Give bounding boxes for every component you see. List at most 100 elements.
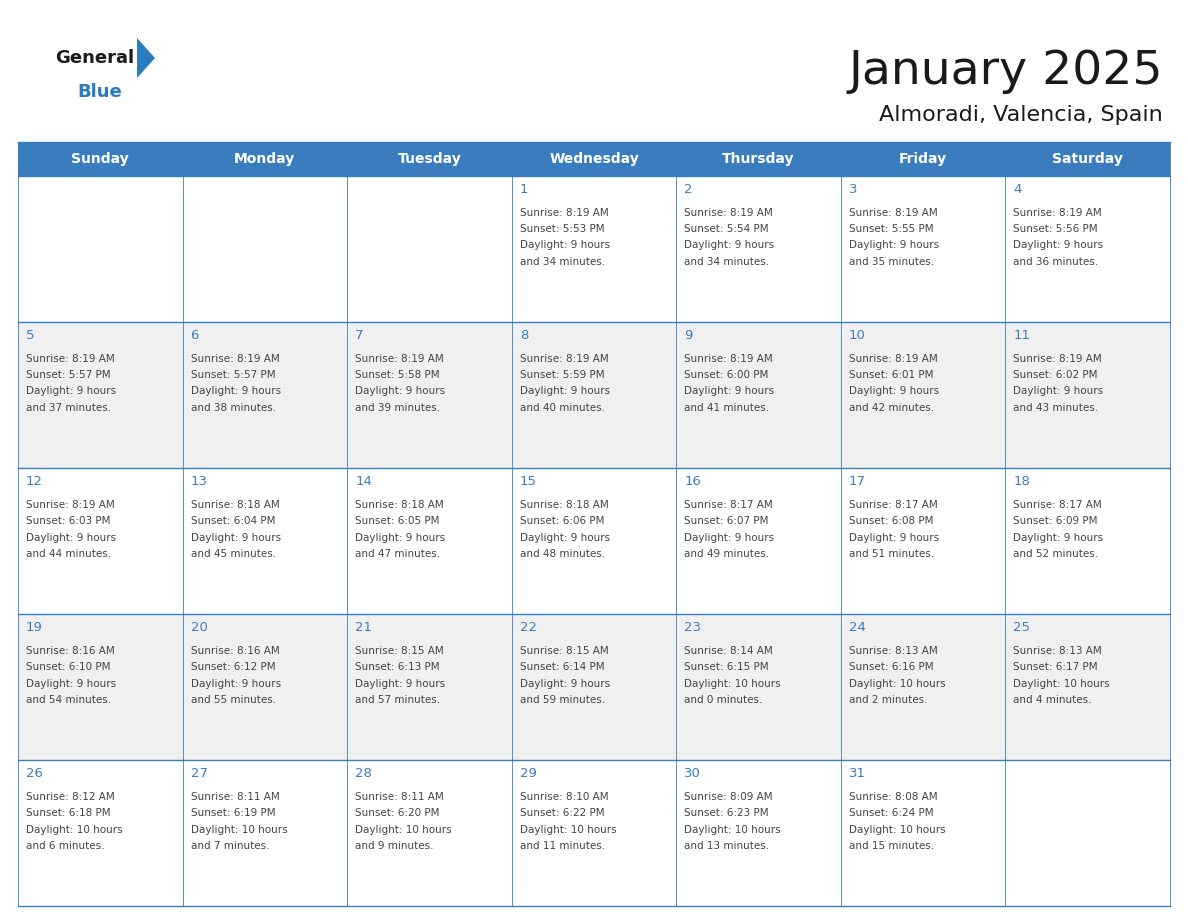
Text: 15: 15	[519, 475, 537, 488]
Text: 29: 29	[519, 767, 537, 780]
Text: Monday: Monday	[234, 152, 296, 166]
Text: Sunset: 6:08 PM: Sunset: 6:08 PM	[849, 516, 934, 526]
Text: and 45 minutes.: and 45 minutes.	[190, 549, 276, 559]
Bar	[183, 468, 347, 614]
Text: Friday: Friday	[899, 152, 947, 166]
Text: Tuesday: Tuesday	[398, 152, 461, 166]
Text: and 7 minutes.: and 7 minutes.	[190, 841, 268, 851]
Text: Sunrise: 8:17 AM: Sunrise: 8:17 AM	[1013, 499, 1102, 509]
Text: Sunrise: 8:17 AM: Sunrise: 8:17 AM	[849, 499, 937, 509]
Text: Daylight: 9 hours: Daylight: 9 hours	[684, 386, 775, 397]
Text: Daylight: 9 hours: Daylight: 9 hours	[26, 386, 116, 397]
Bar	[183, 760, 347, 906]
Text: and 52 minutes.: and 52 minutes.	[1013, 549, 1099, 559]
Text: 16: 16	[684, 475, 701, 488]
Bar	[347, 760, 512, 906]
Bar	[1005, 142, 1170, 176]
Bar	[18, 322, 183, 468]
Text: Daylight: 9 hours: Daylight: 9 hours	[519, 532, 609, 543]
Text: and 11 minutes.: and 11 minutes.	[519, 841, 605, 851]
Bar	[1005, 176, 1170, 322]
Bar	[512, 176, 676, 322]
Text: Sunrise: 8:18 AM: Sunrise: 8:18 AM	[355, 499, 444, 509]
Text: Daylight: 10 hours: Daylight: 10 hours	[684, 678, 781, 688]
Bar	[18, 142, 183, 176]
Text: and 34 minutes.: and 34 minutes.	[519, 257, 605, 267]
Text: Sunrise: 8:18 AM: Sunrise: 8:18 AM	[190, 499, 279, 509]
Text: Daylight: 10 hours: Daylight: 10 hours	[849, 824, 946, 834]
Bar	[676, 142, 841, 176]
Bar	[841, 760, 1005, 906]
Text: Sunrise: 8:18 AM: Sunrise: 8:18 AM	[519, 499, 608, 509]
Text: Sunrise: 8:19 AM: Sunrise: 8:19 AM	[849, 353, 937, 364]
Text: Sunrise: 8:19 AM: Sunrise: 8:19 AM	[684, 207, 773, 218]
Text: Sunrise: 8:11 AM: Sunrise: 8:11 AM	[355, 791, 444, 801]
Bar	[676, 760, 841, 906]
Text: Sunday: Sunday	[71, 152, 129, 166]
Text: and 47 minutes.: and 47 minutes.	[355, 549, 441, 559]
Text: Sunrise: 8:19 AM: Sunrise: 8:19 AM	[519, 353, 608, 364]
Bar	[841, 468, 1005, 614]
Text: Sunrise: 8:13 AM: Sunrise: 8:13 AM	[849, 645, 937, 655]
Text: 28: 28	[355, 767, 372, 780]
Text: and 39 minutes.: and 39 minutes.	[355, 403, 441, 413]
Text: Sunrise: 8:19 AM: Sunrise: 8:19 AM	[26, 353, 115, 364]
Text: Sunrise: 8:13 AM: Sunrise: 8:13 AM	[1013, 645, 1102, 655]
Text: Daylight: 9 hours: Daylight: 9 hours	[849, 532, 939, 543]
Bar	[347, 468, 512, 614]
Text: Sunset: 6:06 PM: Sunset: 6:06 PM	[519, 516, 605, 526]
Text: and 51 minutes.: and 51 minutes.	[849, 549, 934, 559]
Bar	[512, 614, 676, 760]
Text: Sunset: 6:17 PM: Sunset: 6:17 PM	[1013, 662, 1098, 672]
Text: Sunrise: 8:14 AM: Sunrise: 8:14 AM	[684, 645, 773, 655]
Text: Daylight: 9 hours: Daylight: 9 hours	[26, 532, 116, 543]
Text: 19: 19	[26, 621, 43, 634]
Text: Daylight: 9 hours: Daylight: 9 hours	[1013, 532, 1104, 543]
Text: Sunset: 5:57 PM: Sunset: 5:57 PM	[190, 370, 276, 380]
Text: and 48 minutes.: and 48 minutes.	[519, 549, 605, 559]
Text: Sunrise: 8:15 AM: Sunrise: 8:15 AM	[355, 645, 444, 655]
Text: Sunrise: 8:09 AM: Sunrise: 8:09 AM	[684, 791, 773, 801]
Bar	[347, 176, 512, 322]
Bar	[18, 468, 183, 614]
Text: Sunset: 6:20 PM: Sunset: 6:20 PM	[355, 808, 440, 818]
Text: Daylight: 9 hours: Daylight: 9 hours	[849, 386, 939, 397]
Text: 25: 25	[1013, 621, 1030, 634]
Text: Thursday: Thursday	[722, 152, 795, 166]
Bar	[347, 322, 512, 468]
Text: Daylight: 10 hours: Daylight: 10 hours	[355, 824, 451, 834]
Text: Blue: Blue	[77, 83, 121, 101]
Text: and 54 minutes.: and 54 minutes.	[26, 695, 112, 705]
Text: Daylight: 10 hours: Daylight: 10 hours	[684, 824, 781, 834]
Text: Sunrise: 8:10 AM: Sunrise: 8:10 AM	[519, 791, 608, 801]
Text: Sunrise: 8:19 AM: Sunrise: 8:19 AM	[1013, 207, 1102, 218]
Text: 18: 18	[1013, 475, 1030, 488]
Text: Sunset: 6:02 PM: Sunset: 6:02 PM	[1013, 370, 1098, 380]
Text: and 42 minutes.: and 42 minutes.	[849, 403, 934, 413]
Text: Sunset: 6:22 PM: Sunset: 6:22 PM	[519, 808, 605, 818]
Text: 30: 30	[684, 767, 701, 780]
Text: Sunrise: 8:19 AM: Sunrise: 8:19 AM	[684, 353, 773, 364]
Text: and 44 minutes.: and 44 minutes.	[26, 549, 112, 559]
Text: Daylight: 10 hours: Daylight: 10 hours	[190, 824, 287, 834]
Text: Daylight: 9 hours: Daylight: 9 hours	[519, 241, 609, 251]
Text: General: General	[55, 49, 134, 67]
Text: 3: 3	[849, 183, 858, 196]
Bar	[676, 322, 841, 468]
Text: Sunset: 6:13 PM: Sunset: 6:13 PM	[355, 662, 440, 672]
Text: and 0 minutes.: and 0 minutes.	[684, 695, 763, 705]
Text: and 49 minutes.: and 49 minutes.	[684, 549, 770, 559]
Text: 22: 22	[519, 621, 537, 634]
Text: and 13 minutes.: and 13 minutes.	[684, 841, 770, 851]
Text: 5: 5	[26, 329, 34, 342]
Text: and 40 minutes.: and 40 minutes.	[519, 403, 605, 413]
Text: Daylight: 9 hours: Daylight: 9 hours	[190, 678, 280, 688]
Text: Daylight: 9 hours: Daylight: 9 hours	[355, 386, 446, 397]
Text: 1: 1	[519, 183, 529, 196]
Text: Daylight: 9 hours: Daylight: 9 hours	[355, 532, 446, 543]
Text: Sunrise: 8:19 AM: Sunrise: 8:19 AM	[519, 207, 608, 218]
Text: Daylight: 9 hours: Daylight: 9 hours	[26, 678, 116, 688]
Text: and 43 minutes.: and 43 minutes.	[1013, 403, 1099, 413]
Text: Sunset: 6:16 PM: Sunset: 6:16 PM	[849, 662, 934, 672]
Text: Sunset: 6:07 PM: Sunset: 6:07 PM	[684, 516, 769, 526]
